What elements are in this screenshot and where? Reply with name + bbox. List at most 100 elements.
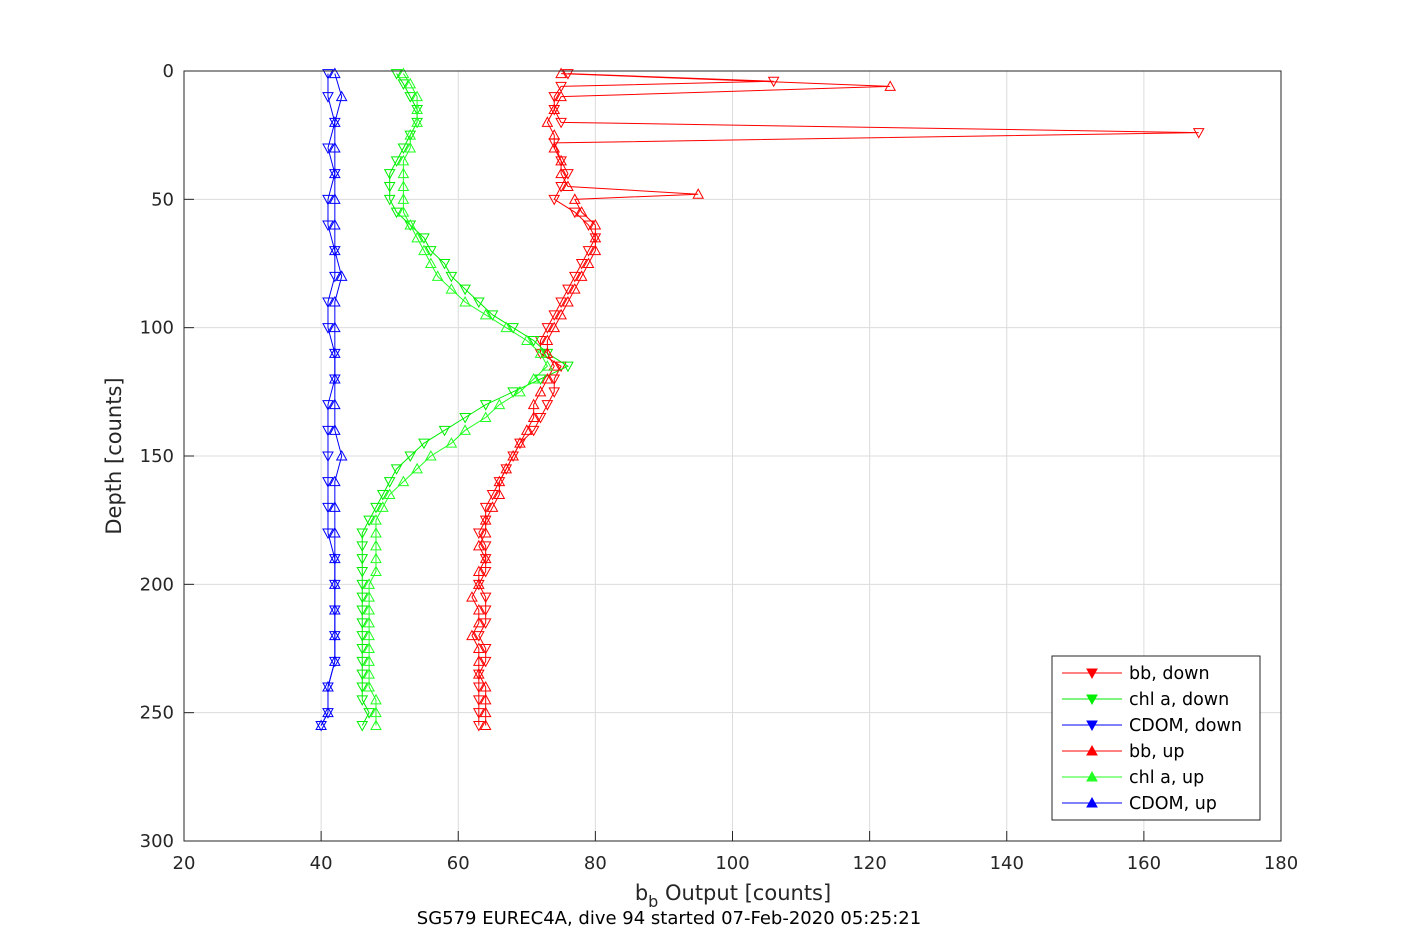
data-point [335, 270, 348, 281]
data-point [541, 323, 554, 334]
data-point [534, 347, 547, 358]
data-point [322, 680, 334, 692]
legend-marker [1086, 668, 1098, 680]
data-point [356, 618, 369, 629]
legend-marker [1086, 770, 1098, 782]
data-point [356, 669, 369, 681]
data-point [322, 69, 334, 80]
data-point [363, 708, 375, 719]
data-point [466, 591, 478, 602]
data-point [356, 592, 369, 604]
data-point [555, 297, 567, 309]
data-point [438, 259, 451, 270]
data-point [548, 194, 561, 206]
legend-label: bb, down [1129, 664, 1210, 684]
series-layer [315, 67, 1205, 732]
x-tick-label: 20 [173, 853, 196, 874]
data-point [555, 81, 567, 93]
legend-label: CDOM, up [1129, 794, 1217, 814]
data-point [370, 565, 382, 576]
data-point [575, 206, 588, 217]
data-point [363, 629, 375, 641]
legend-marker [1086, 694, 1098, 706]
data-point [363, 591, 375, 602]
legend-marker [1086, 744, 1098, 756]
data-point [397, 79, 410, 90]
data-point [328, 347, 341, 358]
data-point [356, 579, 369, 591]
data-point [363, 578, 375, 589]
data-point [397, 475, 410, 487]
data-point [472, 682, 485, 694]
data-point [322, 706, 334, 718]
data-point [472, 631, 485, 642]
data-point [356, 605, 369, 617]
data-point [541, 347, 554, 358]
data-point [555, 90, 567, 102]
data-point [322, 220, 334, 232]
data-point [692, 188, 705, 199]
data-point [328, 578, 341, 589]
data-point [404, 129, 417, 140]
data-point [397, 154, 410, 166]
data-point [514, 437, 526, 448]
data-point [479, 411, 492, 422]
data-point [493, 398, 506, 410]
data-point [363, 642, 375, 653]
data-point [472, 565, 485, 576]
x-tick-label: 80 [584, 853, 607, 874]
data-point [479, 514, 492, 525]
data-point [404, 451, 417, 463]
data-point [534, 336, 547, 347]
data-point [479, 680, 492, 692]
y-tick-label: 150 [140, 446, 174, 467]
caption: SG579 EUREC4A, dive 94 started 07-Feb-20… [417, 908, 921, 929]
data-point [582, 257, 595, 268]
data-point [479, 706, 492, 718]
data-point [479, 552, 492, 564]
data-point [328, 603, 341, 615]
data-point [479, 656, 492, 668]
y-tick-label: 0 [163, 61, 174, 82]
data-point [486, 501, 499, 512]
data-point [472, 708, 485, 719]
data-point [527, 425, 540, 437]
data-point [507, 323, 519, 334]
data-point [479, 541, 492, 552]
data-point [356, 567, 369, 578]
data-point [370, 552, 382, 564]
data-point [322, 323, 334, 334]
data-point [322, 528, 334, 540]
data-point [479, 693, 492, 705]
data-point [548, 103, 561, 114]
data-point [479, 592, 492, 604]
data-point [328, 552, 341, 564]
data-point [363, 515, 375, 527]
data-point [472, 297, 485, 309]
legend-label: chl a, up [1129, 768, 1204, 788]
data-point [472, 616, 485, 628]
data-point [575, 270, 588, 281]
series-line [361, 73, 569, 726]
data-point [472, 603, 485, 615]
data-point [411, 231, 423, 243]
data-point [431, 270, 444, 281]
data-point [404, 92, 417, 103]
data-point [418, 438, 430, 450]
data-point [555, 308, 567, 320]
data-point [575, 259, 588, 270]
legend-label: CDOM, down [1129, 716, 1242, 736]
data-point [548, 129, 561, 140]
data-point [520, 424, 533, 435]
data-point [356, 682, 369, 694]
data-point [404, 218, 417, 230]
data-point [472, 539, 485, 551]
data-point [335, 90, 348, 102]
data-point [527, 411, 540, 422]
data-point [356, 541, 369, 552]
data-point [589, 244, 602, 256]
data-point [397, 167, 410, 179]
data-point [479, 526, 492, 538]
data-point [479, 400, 492, 411]
x-axis-label-main: b [635, 881, 648, 905]
